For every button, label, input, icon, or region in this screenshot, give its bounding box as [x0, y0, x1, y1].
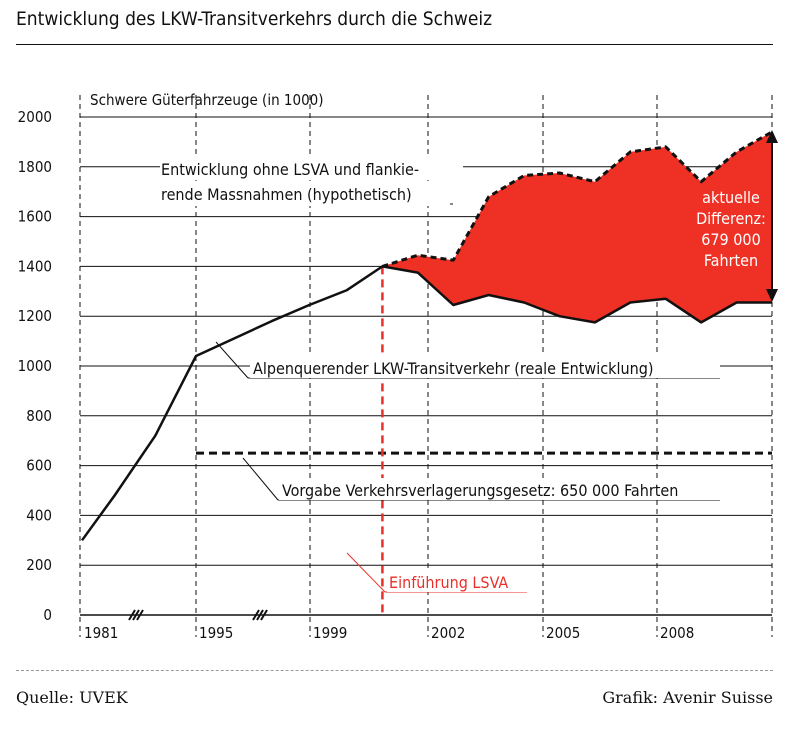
y-tick-label: 1200 [18, 307, 52, 325]
leader-line [346, 552, 386, 593]
y-tick-label: 2000 [18, 108, 52, 126]
axis-break-mark [256, 609, 264, 621]
x-tick-label: 1995 [199, 624, 233, 642]
chart-title: Entwicklung des LKW-Transitverkehrs durc… [16, 8, 493, 30]
label-mask [387, 570, 527, 592]
label-mask [160, 183, 450, 206]
label-mask [279, 478, 720, 500]
difference-annotation: 679 000 [701, 230, 761, 249]
y-tick-label: 1600 [18, 208, 52, 226]
difference-annotation: aktuelle [702, 188, 760, 207]
y-tick-label: 0 [43, 606, 52, 624]
difference-arrow-head-top [766, 130, 778, 143]
footer-divider [16, 670, 773, 671]
source-label: Quelle: UVEK [16, 688, 128, 707]
title-divider [16, 44, 773, 45]
x-tick-label: 2002 [431, 624, 465, 642]
x-tick-label: 1999 [313, 624, 347, 642]
y-tick-label: 1800 [18, 158, 52, 176]
axis-break-mark [132, 609, 140, 621]
difference-area [382, 131, 772, 323]
real-annotation: Alpenquerender LKW-Transitverkehr (reale… [253, 359, 653, 378]
axis-break-mark [136, 609, 144, 621]
y-tick-label: 200 [26, 556, 52, 574]
real-series-line [80, 265, 772, 542]
target-annotation: Vorgabe Verkehrsverlagerungsgesetz: 650 … [282, 481, 678, 500]
leader-line [242, 457, 279, 501]
y-axis-label: Schwere Güterfahrzeuge (in 1000) [90, 91, 324, 109]
y-tick-label: 400 [26, 506, 52, 524]
label-mask [160, 157, 463, 180]
axis-break-mark [260, 609, 268, 621]
difference-annotation: Fahrten [704, 251, 758, 270]
x-tick-label: 1981 [84, 624, 118, 642]
x-tick-label: 2008 [660, 624, 694, 642]
difference-arrow-head-bottom [766, 289, 778, 302]
leader-line [215, 341, 249, 379]
y-tick-label: 1000 [18, 357, 52, 375]
y-tick-label: 600 [26, 457, 52, 475]
hypothetical-series-line [381, 130, 773, 268]
credit-label: Grafik: Avenir Suisse [602, 688, 773, 707]
hypothetical-annotation-line1: Entwicklung ohne LSVA und flankie- [161, 160, 419, 179]
axis-break-mark [128, 609, 136, 621]
y-tick-label: 1400 [18, 257, 52, 275]
difference-annotation: Differenz: [696, 209, 766, 228]
lsva-annotation: Einführung LSVA [389, 573, 508, 592]
hypothetical-annotation-line2: rende Massnahmen (hypothetisch) [161, 185, 412, 204]
label-mask [250, 356, 720, 378]
line-chart: 0 200 400 600 800 1000 1200 1400 1600 1800 2000 Sch… [18, 91, 778, 642]
y-tick-label: 800 [26, 407, 52, 425]
x-tick-label: 2005 [546, 624, 580, 642]
axis-break-mark [252, 609, 260, 621]
